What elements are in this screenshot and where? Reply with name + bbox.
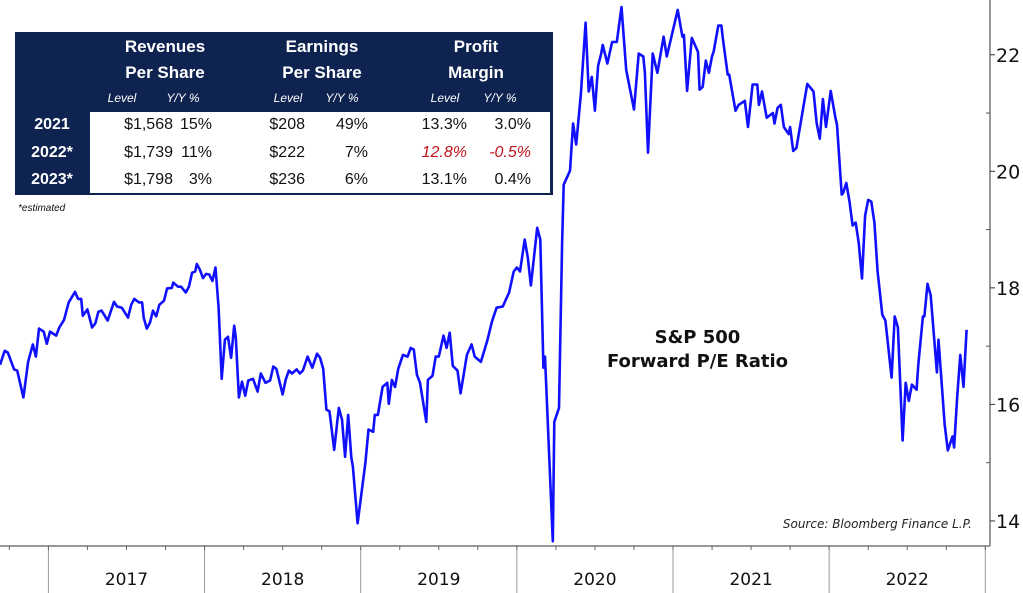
y-tick-label: 18 bbox=[996, 278, 1020, 300]
table-cell: $1,739 bbox=[124, 144, 173, 161]
subheader: Level bbox=[107, 91, 137, 105]
header-line: Margin bbox=[448, 63, 504, 82]
footnote: *estimated bbox=[18, 203, 66, 214]
source-note: Source: Bloomberg Finance L.P. bbox=[782, 517, 972, 531]
subheader: Y/Y % bbox=[325, 91, 359, 105]
table-cell: 3% bbox=[188, 171, 212, 188]
y-tick-label: 16 bbox=[996, 394, 1020, 416]
header-line: Profit bbox=[453, 37, 499, 56]
x-tick-label: 2022 bbox=[886, 570, 929, 590]
row-year: 2022* bbox=[31, 144, 73, 161]
header-line: Per Share bbox=[125, 63, 205, 82]
subheader: Level bbox=[430, 91, 460, 105]
chart-title: S&P 500 Forward P/E Ratio bbox=[560, 326, 835, 374]
y-tick-label: 22 bbox=[996, 45, 1020, 67]
table-cell: -0.5% bbox=[489, 144, 531, 161]
x-tick-label: 2017 bbox=[105, 570, 148, 590]
table-body bbox=[90, 112, 550, 193]
row-year: 2023* bbox=[31, 171, 73, 188]
subheader: Level bbox=[273, 91, 303, 105]
table-cell: $236 bbox=[269, 171, 305, 188]
fundamentals-table: Revenues Per Share Earnings Per Share Prof… bbox=[15, 32, 553, 195]
table-cell: $208 bbox=[269, 116, 305, 133]
table-cell: 15% bbox=[179, 116, 212, 133]
y-tick-label: 20 bbox=[996, 161, 1020, 183]
header-line: Revenues bbox=[124, 37, 206, 56]
table-cell: 13.3% bbox=[421, 116, 467, 133]
table-cell: 6% bbox=[344, 171, 368, 188]
x-tick-label: 2019 bbox=[417, 570, 460, 590]
subheader: Y/Y % bbox=[166, 91, 200, 105]
x-tick-label: 2021 bbox=[729, 570, 772, 590]
chart-title-line: S&P 500 bbox=[654, 327, 741, 348]
header-revenues: Revenues Per Share bbox=[85, 34, 245, 86]
header-profit-margin: Profit Margin bbox=[396, 34, 556, 86]
table-cell: 49% bbox=[335, 116, 368, 133]
table-cell: 13.1% bbox=[421, 171, 467, 188]
table-cell: 0.4% bbox=[494, 171, 531, 188]
table-cell: 11% bbox=[181, 144, 212, 161]
header-line: Earnings bbox=[285, 37, 359, 56]
pe-ratio-line bbox=[0, 5, 968, 543]
table-cell: 12.8% bbox=[421, 144, 467, 161]
x-tick-label: 2020 bbox=[573, 570, 616, 590]
y-tick-label: 14 bbox=[996, 511, 1020, 533]
header-line: Per Share bbox=[282, 63, 362, 82]
table-cell: $1,798 bbox=[124, 171, 173, 188]
table-cell: 3.0% bbox=[494, 116, 531, 133]
table-cell: $222 bbox=[269, 144, 305, 161]
subheader: Y/Y % bbox=[483, 91, 517, 105]
chart-subtitle: Forward P/E Ratio bbox=[606, 351, 789, 372]
header-earnings: Earnings Per Share bbox=[242, 34, 402, 86]
x-tick-label: 2018 bbox=[261, 570, 304, 590]
table-cell: 7% bbox=[344, 144, 368, 161]
row-year: 2021 bbox=[34, 116, 70, 133]
table-cell: $1,568 bbox=[124, 116, 173, 133]
